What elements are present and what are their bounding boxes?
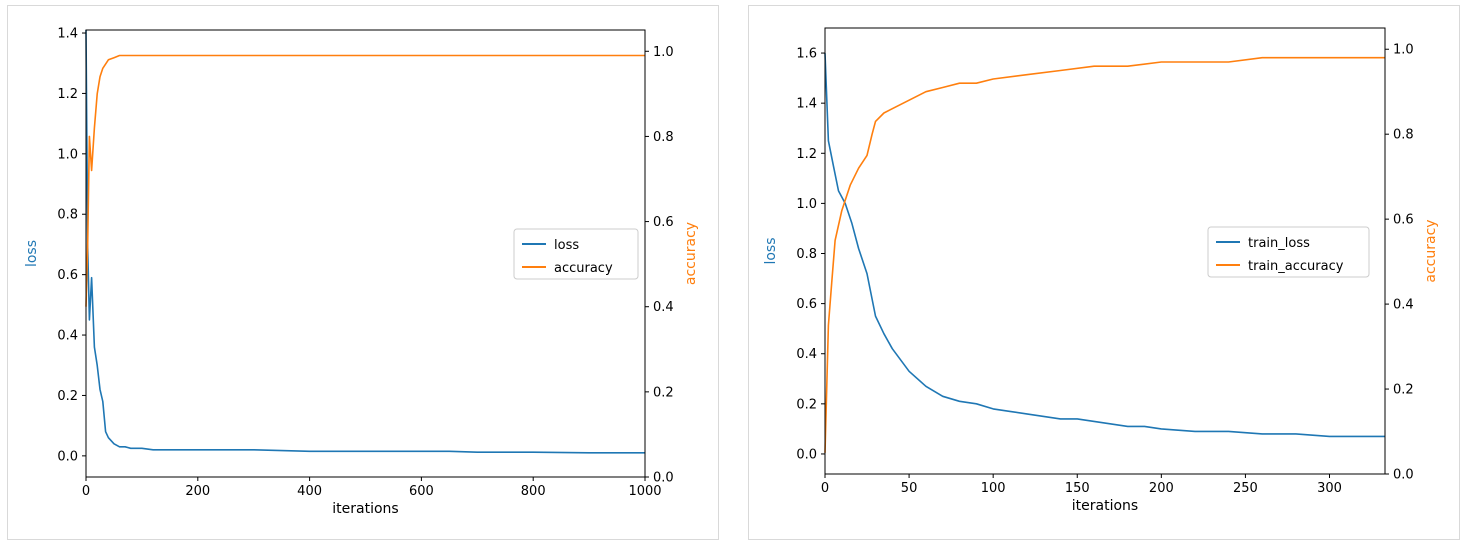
- y-right-tick-label: 0.6: [653, 215, 674, 230]
- legend-box: [1207, 226, 1370, 278]
- loss-accuracy-chart-left: 0 200 400 600 800 10000.00.20.40.60.81.01.21.…: [24, 27, 699, 517]
- y-right-axis-label: accuracy: [1423, 219, 1439, 282]
- y-left-tick-label: 0.8: [57, 208, 78, 223]
- series-line-accuracy: [85, 54, 645, 307]
- x-tick-label: 0: [821, 481, 829, 496]
- y-right-tick-label: 0.0: [1393, 468, 1414, 483]
- y-left-tick-label: 0.2: [57, 389, 78, 404]
- y-right-tick-label: 0.0: [653, 471, 674, 486]
- y-right-tick-label: 1.0: [653, 45, 674, 60]
- y-left-tick-label: 0.4: [796, 347, 817, 362]
- x-tick-label: 1000: [628, 484, 661, 499]
- y-left-axis-label: loss: [763, 237, 779, 264]
- y-right-axis-label: accuracy: [683, 222, 699, 285]
- x-tick-label: 400: [297, 484, 322, 499]
- y-left-tick-label: 1.2: [796, 147, 817, 162]
- series-line-train-accuracy: [824, 56, 1385, 453]
- y-left-tick-label: 1.0: [57, 147, 78, 162]
- y-left-tick-label: 0.6: [796, 297, 817, 312]
- x-tick-label: 50: [901, 481, 918, 496]
- plot-frame: [85, 29, 646, 478]
- x-axis-label: iterations: [1072, 498, 1138, 514]
- chart-panel-right: 0 50 100 150 200 250 300 0.0 0.2 0.4 0.6 0.8 1.0 1.2 1…: [748, 5, 1460, 540]
- y-right-tick-label: 0.2: [1393, 383, 1414, 398]
- y-right-tick-label: 0.8: [1393, 128, 1414, 143]
- y-left-tick-label: 0.6: [57, 268, 78, 283]
- series-line-loss: [85, 29, 645, 454]
- plot-frame: [824, 27, 1386, 475]
- series-line-train-loss: [824, 53, 1385, 438]
- x-axis-label: iterations: [332, 501, 398, 517]
- legend-label: train_loss: [1248, 236, 1310, 251]
- legend-label: train_accuracy: [1248, 259, 1344, 274]
- y-left-tick-label: 1.4: [796, 97, 817, 112]
- x-tick-label: 0: [82, 484, 90, 499]
- x-tick-label: 200: [1149, 481, 1174, 496]
- x-tick-label: 150: [1065, 481, 1090, 496]
- y-left-tick-label: 1.6: [796, 47, 817, 62]
- y-left-tick-label: 0.4: [57, 329, 78, 344]
- x-tick-label: 250: [1233, 481, 1258, 496]
- x-tick-label: 300: [1317, 481, 1342, 496]
- x-tick-label: 600: [409, 484, 434, 499]
- y-right-tick-label: 0.6: [1393, 213, 1414, 228]
- x-tick-label: 200: [185, 484, 210, 499]
- legend-label: accuracy: [554, 261, 613, 276]
- y-right-tick-label: 0.4: [1393, 298, 1414, 313]
- y-right-tick-label: 0.2: [653, 385, 674, 400]
- y-right-tick-label: 0.8: [653, 130, 674, 145]
- y-left-tick-label: 1.0: [796, 197, 817, 212]
- loss-accuracy-chart-right: 0 50 100 150 200 250 300 0.0 0.2 0.4 0.6 0.8 1.0 1.2 1…: [763, 27, 1439, 514]
- y-left-axis-label: loss: [24, 240, 40, 267]
- y-left-tick-label: 0.0: [57, 449, 78, 464]
- x-tick-label: 100: [981, 481, 1006, 496]
- y-left-tick-label: 0.2: [796, 397, 817, 412]
- legend-label: loss: [554, 238, 579, 253]
- y-left-tick-label: 1.4: [57, 27, 78, 42]
- x-tick-label: 800: [521, 484, 546, 499]
- y-right-tick-label: 1.0: [1393, 43, 1414, 58]
- y-left-tick-label: 0.0: [796, 447, 817, 462]
- y-left-tick-label: 1.2: [57, 87, 78, 102]
- chart-panel-left: 0 200 400 600 800 1000 0.0 0.2 0.4 0.6 0.8 1.0 1.2 1.…: [7, 5, 719, 540]
- y-right-tick-label: 0.4: [653, 300, 674, 315]
- y-left-tick-label: 0.8: [796, 247, 817, 262]
